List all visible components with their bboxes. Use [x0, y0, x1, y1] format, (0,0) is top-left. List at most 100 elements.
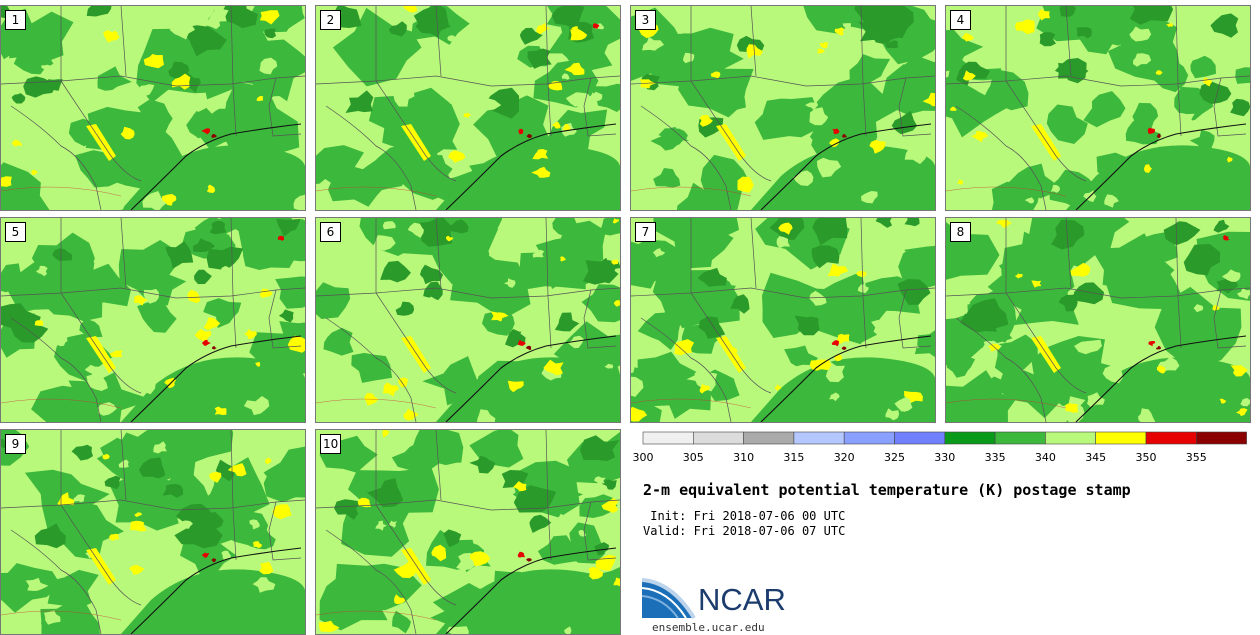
theta-e-region: [1008, 163, 1054, 199]
theta-e-high: [256, 95, 264, 102]
texas-border: [60, 292, 142, 394]
theta-e-region: [192, 238, 216, 252]
theta-e-region: [389, 520, 398, 528]
theta-e-region: [249, 519, 260, 530]
theta-e-region: [102, 311, 129, 328]
state-border: [10, 529, 102, 634]
theta-e-region: [35, 265, 48, 277]
coastline: [130, 547, 302, 634]
theta-e-map: [1, 218, 305, 422]
theta-e-map: [631, 218, 935, 422]
gulf-region: [501, 587, 589, 634]
theta-e-high: [613, 577, 620, 587]
colorbar-bin: [894, 431, 946, 445]
theta-e-high: [463, 112, 472, 119]
theta-e-region: [652, 248, 666, 258]
theta-e-high: [1230, 365, 1248, 377]
colorbar-bin: [994, 431, 1046, 445]
theta-e-region: [97, 66, 132, 91]
theta-e-high: [551, 121, 561, 129]
theta-e-high: [227, 463, 247, 477]
theta-e-high: [259, 561, 274, 575]
theta-e-region: [162, 484, 184, 498]
theta-e-map: [1, 6, 305, 210]
theta-e-region: [447, 463, 467, 480]
theta-e-region: [849, 54, 891, 86]
theta-e-region: [1102, 365, 1123, 384]
colorbar-bin: [642, 431, 694, 445]
theta-e-region: [487, 57, 496, 66]
ncar-logo: NCAR ensemble.ucar.edu: [642, 578, 822, 634]
colorbar-tick-label: 315: [783, 451, 804, 464]
theta-e-region: [415, 13, 451, 38]
theta-e-region: [790, 34, 814, 50]
theta-e-high: [383, 382, 399, 397]
colorbar-tick-label: 325: [884, 451, 905, 464]
ensemble-panel: 3: [630, 5, 936, 211]
theta-e-region: [1210, 13, 1239, 38]
theta-e-region: [650, 126, 689, 151]
theta-e-region: [676, 182, 725, 210]
theta-e-max: [1156, 133, 1162, 139]
theta-e-high: [532, 149, 549, 160]
theta-e-high: [1014, 273, 1023, 279]
theta-e-region: [109, 475, 181, 531]
theta-e-high: [613, 300, 620, 307]
state-border: [60, 499, 305, 511]
theta-e-high: [1143, 164, 1152, 173]
member-label: 10: [320, 434, 342, 454]
theta-e-region: [323, 327, 354, 356]
river: [316, 610, 437, 621]
theta-e-region: [73, 494, 85, 503]
theta-e-high: [950, 106, 957, 111]
gulf-region: [178, 580, 269, 634]
theta-e-high: [1212, 304, 1220, 311]
theta-e-region: [1074, 339, 1102, 355]
theta-e-region: [374, 380, 383, 388]
theta-e-region: [1233, 128, 1245, 139]
theta-e-region: [316, 282, 351, 319]
colorbar-tick-label: 355: [1186, 451, 1207, 464]
theta-e-region: [84, 364, 101, 377]
gulf-region: [501, 376, 587, 422]
colorbar-tick-label: 305: [683, 451, 704, 464]
state-border: [1213, 289, 1247, 349]
theta-e-high: [904, 391, 923, 403]
theta-e-max: [201, 339, 211, 346]
member-label: 9: [5, 434, 26, 454]
theta-e-region: [169, 22, 196, 40]
member-label: 3: [635, 10, 656, 30]
member-label: 1: [5, 10, 26, 30]
theta-e-high: [403, 408, 419, 421]
theta-e-region: [1190, 55, 1216, 79]
coastline: [1075, 123, 1247, 210]
theta-e-high: [134, 295, 148, 306]
theta-e-region: [138, 457, 166, 479]
state-border: [230, 218, 237, 349]
theta-e-high: [1156, 365, 1166, 374]
theta-e-region: [875, 218, 893, 228]
gulf-region: [1111, 363, 1211, 422]
theta-e-region: [579, 494, 618, 518]
theta-e-high: [357, 497, 371, 508]
theta-e-max: [526, 134, 532, 138]
theta-e-region: [393, 89, 415, 107]
theta-e-region: [29, 434, 56, 451]
theta-e-region: [351, 352, 393, 383]
theta-e-region: [142, 191, 169, 210]
theta-e-high: [11, 139, 23, 147]
theta-e-high: [601, 498, 619, 513]
theta-e-region: [529, 514, 552, 533]
theta-e-region: [2, 77, 18, 88]
theta-e-region: [206, 246, 244, 270]
theta-e-high: [564, 62, 585, 76]
valid-time: Valid: Fri 2018-07-06 07 UTC: [643, 524, 846, 538]
texas-border: [1005, 292, 1087, 394]
theta-e-region: [1183, 244, 1221, 276]
colorbar-tick-label: 350: [1136, 451, 1157, 464]
gulf-region: [491, 150, 588, 210]
theta-e-region: [794, 315, 820, 336]
theta-e-region: [880, 239, 907, 263]
theta-e-high: [120, 126, 135, 140]
theta-e-high: [448, 150, 466, 163]
